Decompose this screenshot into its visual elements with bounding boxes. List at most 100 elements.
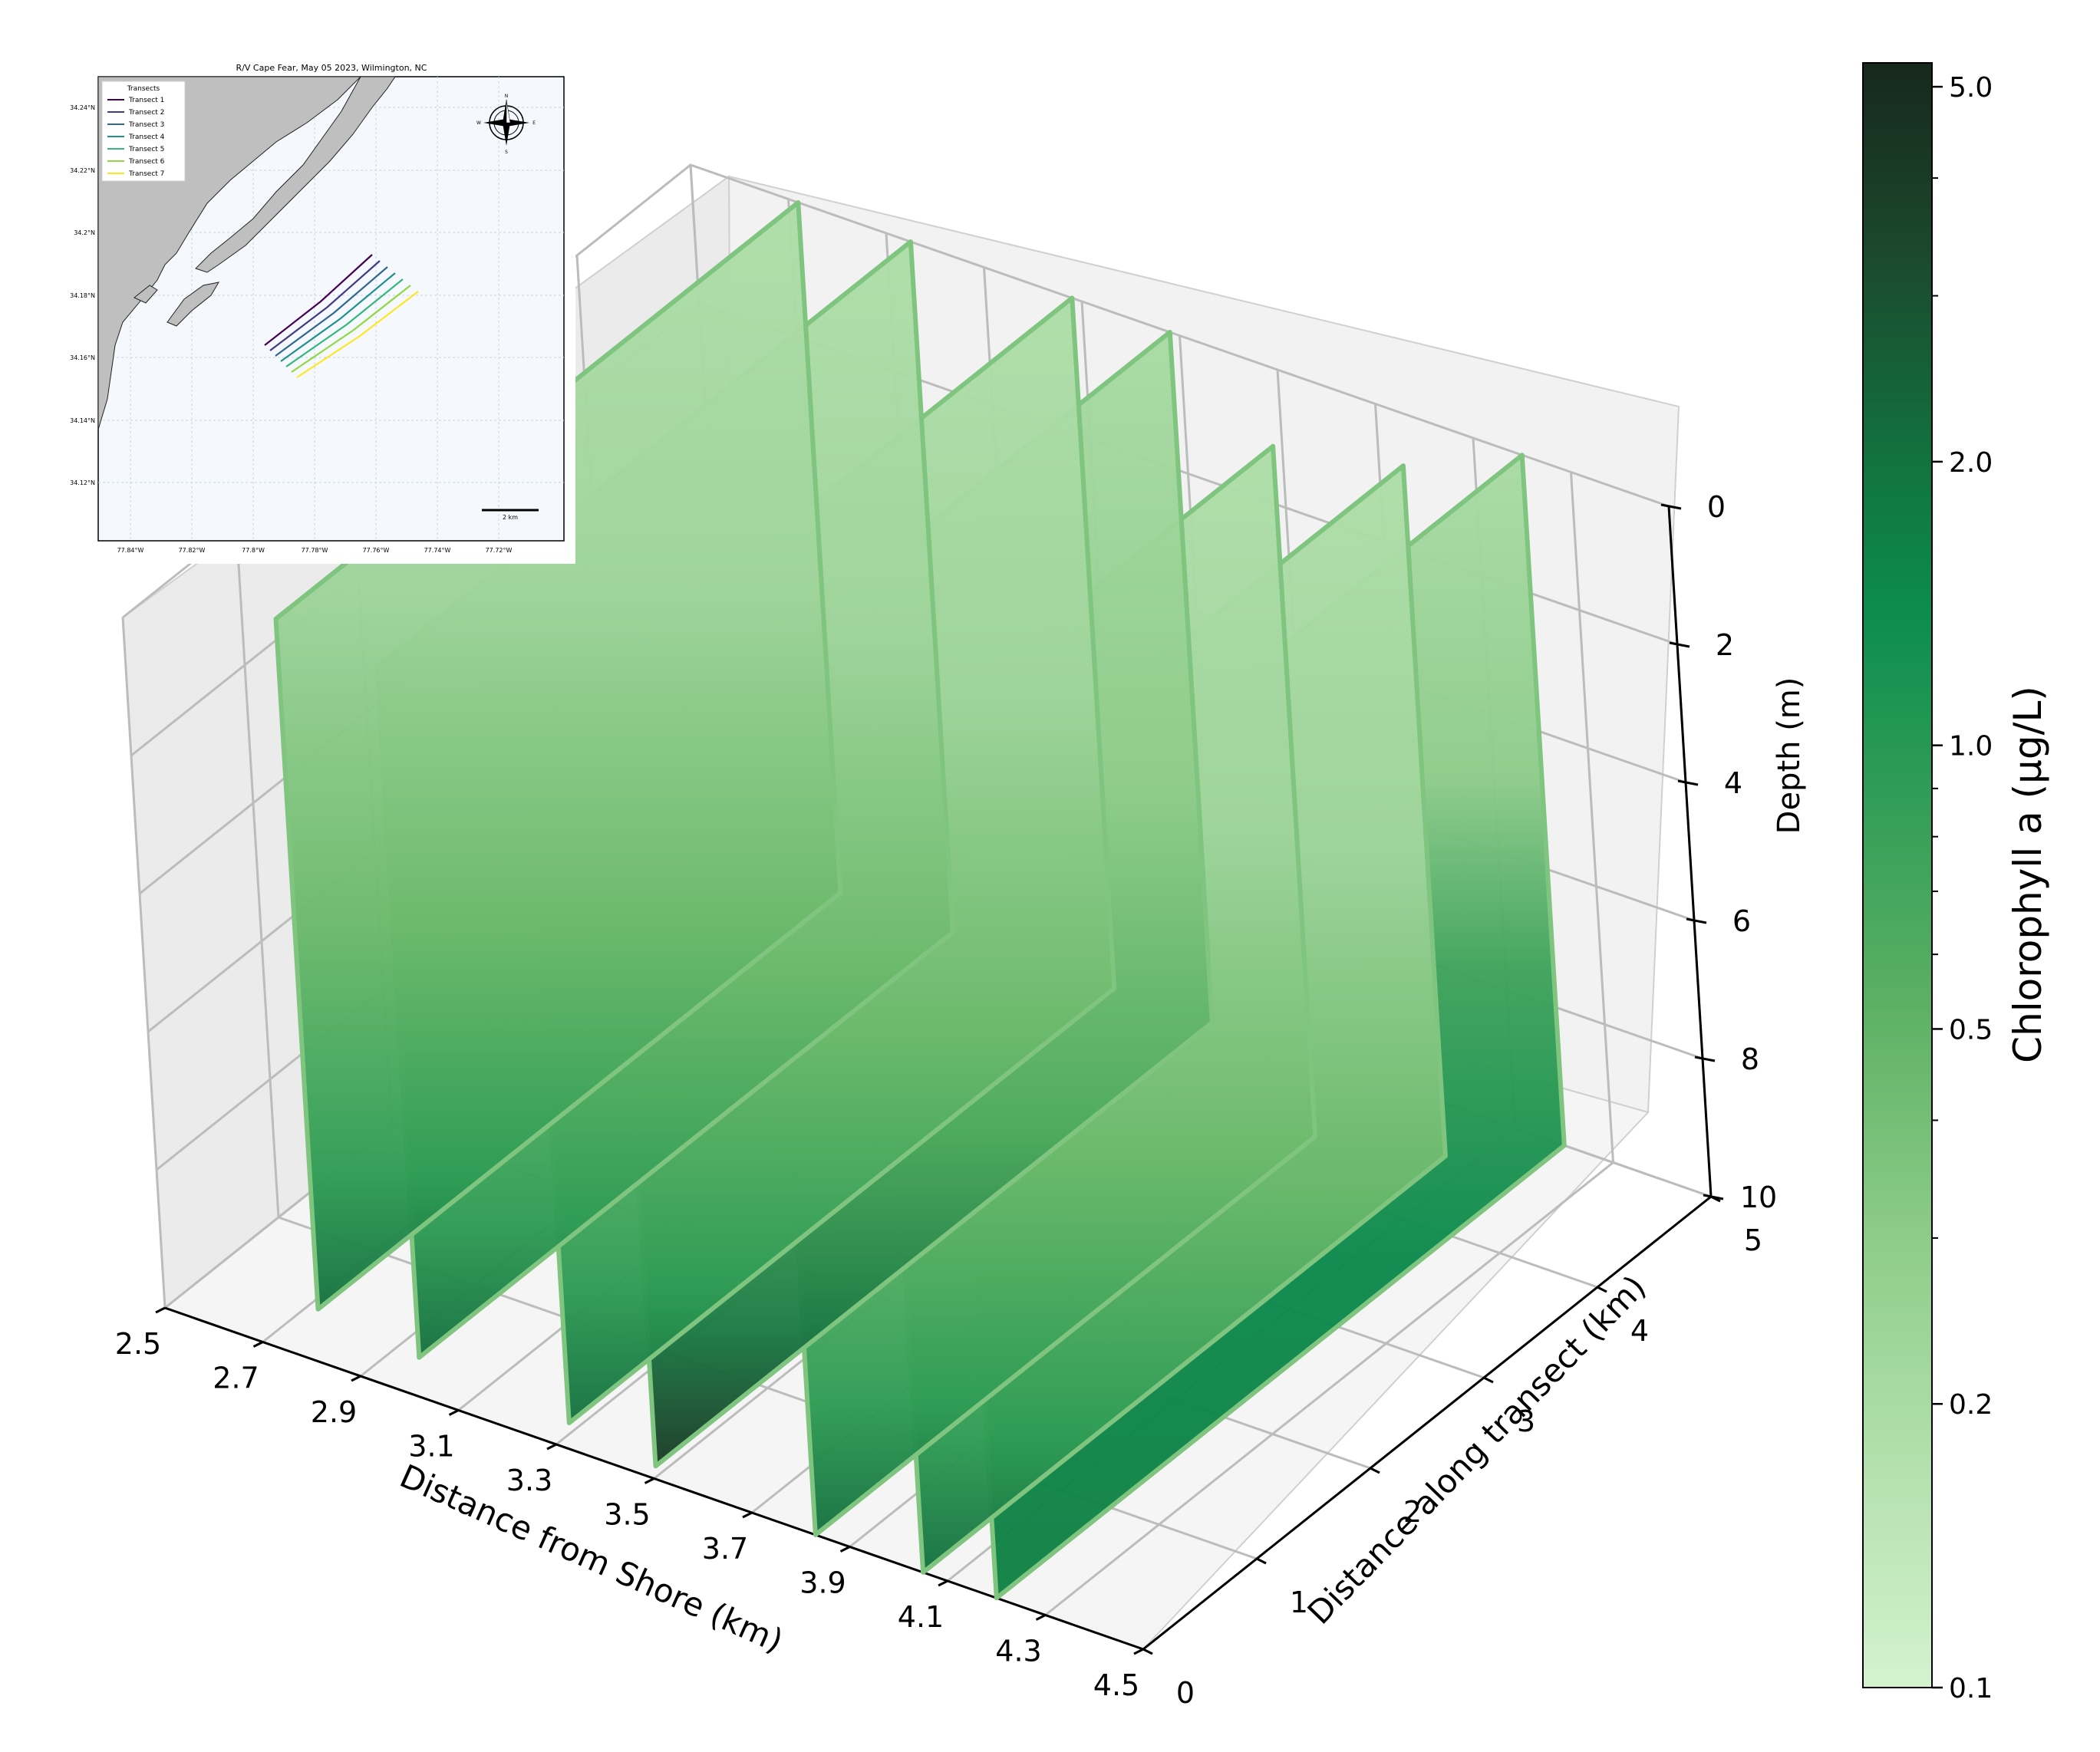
x-tick-label: 4.1: [898, 1600, 944, 1634]
z-tick: [1694, 1055, 1716, 1062]
inset-map-title: R/V Cape Fear, May 05 2023, Wilmington, …: [236, 63, 427, 73]
colorbar-label: Chlorophyll a (μg/L): [2006, 686, 2050, 1063]
map-transects: [264, 254, 419, 378]
colorbar-tick-label: 1.0: [1949, 731, 1993, 762]
z-axis-line: [1667, 506, 1713, 1197]
y-tick: [1597, 1286, 1607, 1293]
x-tick-label: 2.7: [213, 1362, 259, 1395]
scale-bar: 2 km: [482, 509, 539, 521]
x-tick-label: 3.9: [799, 1566, 846, 1600]
colorbar-tick-label: 0.1: [1949, 1673, 1993, 1704]
colorbar-tick-label: 0.2: [1949, 1389, 1993, 1421]
map-transect-line: [296, 291, 419, 378]
map-lon-label: 77.74°W: [424, 547, 451, 554]
map-lat-label: 34.14°N: [70, 417, 95, 424]
compass-s: S: [505, 150, 508, 155]
legend-title: Transects: [127, 85, 160, 93]
transect-curtains: [273, 200, 1567, 1601]
x-tick-label: 2.5: [115, 1327, 161, 1361]
map-lon-label: 77.76°W: [363, 547, 390, 554]
island-small: [134, 285, 158, 304]
legend-entry-label: Transect 3: [128, 121, 164, 129]
grid-line-y-side: [235, 526, 280, 1218]
y-tick: [1256, 1557, 1267, 1565]
y-tick: [1483, 1376, 1494, 1384]
map-lon-label: 77.72°W: [486, 547, 513, 554]
z-tick-label: 2: [1716, 628, 1734, 662]
compass-e: E: [532, 120, 536, 126]
z-tick: [1669, 641, 1690, 648]
x-tick-label: 4.3: [995, 1635, 1041, 1668]
colorbar: 0.1 0.2 0.5 1.0 2.0 5.0 Chlorophyll a (μg/L): [1862, 62, 2050, 1704]
z-axis-label: Depth (m): [1772, 677, 1807, 835]
scale-bar-label: 2 km: [503, 514, 518, 521]
colorbar-tick-label: 2.0: [1949, 447, 1993, 479]
y-tick-label: 1: [1290, 1586, 1308, 1619]
y-tick-labels: 0 1 2 3 4 5: [1142, 1195, 1762, 1710]
x-tick-label: 3.1: [408, 1430, 454, 1464]
map-lon-label: 77.82°W: [179, 547, 206, 554]
z-tick-labels: 0 2 4 6 8 10: [1660, 490, 1777, 1214]
x-tick: [351, 1375, 361, 1382]
compass-n: N: [505, 94, 509, 99]
x-tick: [839, 1546, 851, 1553]
transect-curtain: [273, 200, 843, 1312]
map-lat-label: 34.22°N: [70, 167, 95, 174]
compass-rose-icon: N S E W: [476, 94, 536, 155]
x-tick-label: 2.9: [311, 1395, 357, 1429]
legend-entries: Transect 1 Transect 2 Transect 3 Transect 4…: [107, 97, 165, 178]
map-lat-label: 34.16°N: [70, 354, 95, 361]
x-tick-label: 3.3: [506, 1464, 552, 1497]
grid-line-x: [1044, 1161, 1614, 1616]
x-tick: [448, 1409, 460, 1416]
x-tick: [938, 1579, 948, 1587]
z-tick: [1660, 503, 1682, 510]
legend-entry-label: Transect 6: [128, 158, 165, 166]
z-tick: [1686, 917, 1707, 924]
z-tick-label: 4: [1724, 766, 1742, 800]
map-lon-label: 77.84°W: [117, 547, 144, 554]
map-lat-ticks: 34.24°N 34.22°N 34.2°N 34.18°N 34.16°N 34.14°…: [70, 104, 95, 486]
y-axis-line: [1142, 1195, 1712, 1651]
legend-entry-label: Transect 1: [128, 97, 164, 104]
x-tick: [644, 1477, 655, 1484]
y-tick-label: 5: [1744, 1223, 1762, 1257]
z-tick: [1703, 1194, 1724, 1200]
grid-line-x-back: [1570, 472, 1614, 1163]
map-lat-label: 34.24°N: [70, 104, 95, 111]
colorbar-ticks: 0.1 0.2 0.5 1.0 2.0 5.0: [1932, 72, 1993, 1704]
colorbar-tick-label: 5.0: [1949, 72, 1993, 104]
z-tick-label: 6: [1732, 904, 1751, 938]
map-lat-label: 34.18°N: [70, 292, 95, 299]
z-tick-label: 8: [1741, 1042, 1759, 1076]
y-tick: [1142, 1648, 1153, 1655]
map-lat-label: 34.2°N: [74, 229, 95, 236]
map-lon-label: 77.8°W: [242, 547, 265, 554]
x-tick: [1133, 1648, 1144, 1655]
x-tick: [546, 1443, 557, 1451]
colorbar-gradient: [1862, 62, 1933, 1688]
x-tick: [742, 1511, 753, 1519]
island-south: [166, 282, 219, 327]
map-transect-line: [291, 285, 411, 373]
compass-w: W: [476, 120, 481, 126]
x-tick: [252, 1341, 264, 1348]
map-lon-label: 77.78°W: [302, 547, 328, 554]
y-tick-label: 0: [1176, 1676, 1195, 1710]
y-tick-label: 3: [1517, 1405, 1535, 1438]
map-transect-line: [280, 272, 396, 362]
barrier-island: [195, 76, 396, 273]
x-tick-label: 3.5: [604, 1498, 650, 1532]
y-tick-label: 2: [1403, 1495, 1422, 1529]
z-tick-label: 10: [1740, 1181, 1777, 1214]
map-legend: Transects Transect 1 Transect 2 Transect 3…: [101, 81, 186, 182]
grid-line-y-side: [121, 617, 166, 1309]
x-tick-label: 3.7: [702, 1532, 748, 1566]
z-tick-label: 0: [1707, 490, 1726, 524]
x-tick: [1035, 1614, 1047, 1621]
map-transect-line: [275, 266, 388, 357]
map-transect-line: [269, 260, 381, 351]
z-tick: [1677, 779, 1699, 786]
